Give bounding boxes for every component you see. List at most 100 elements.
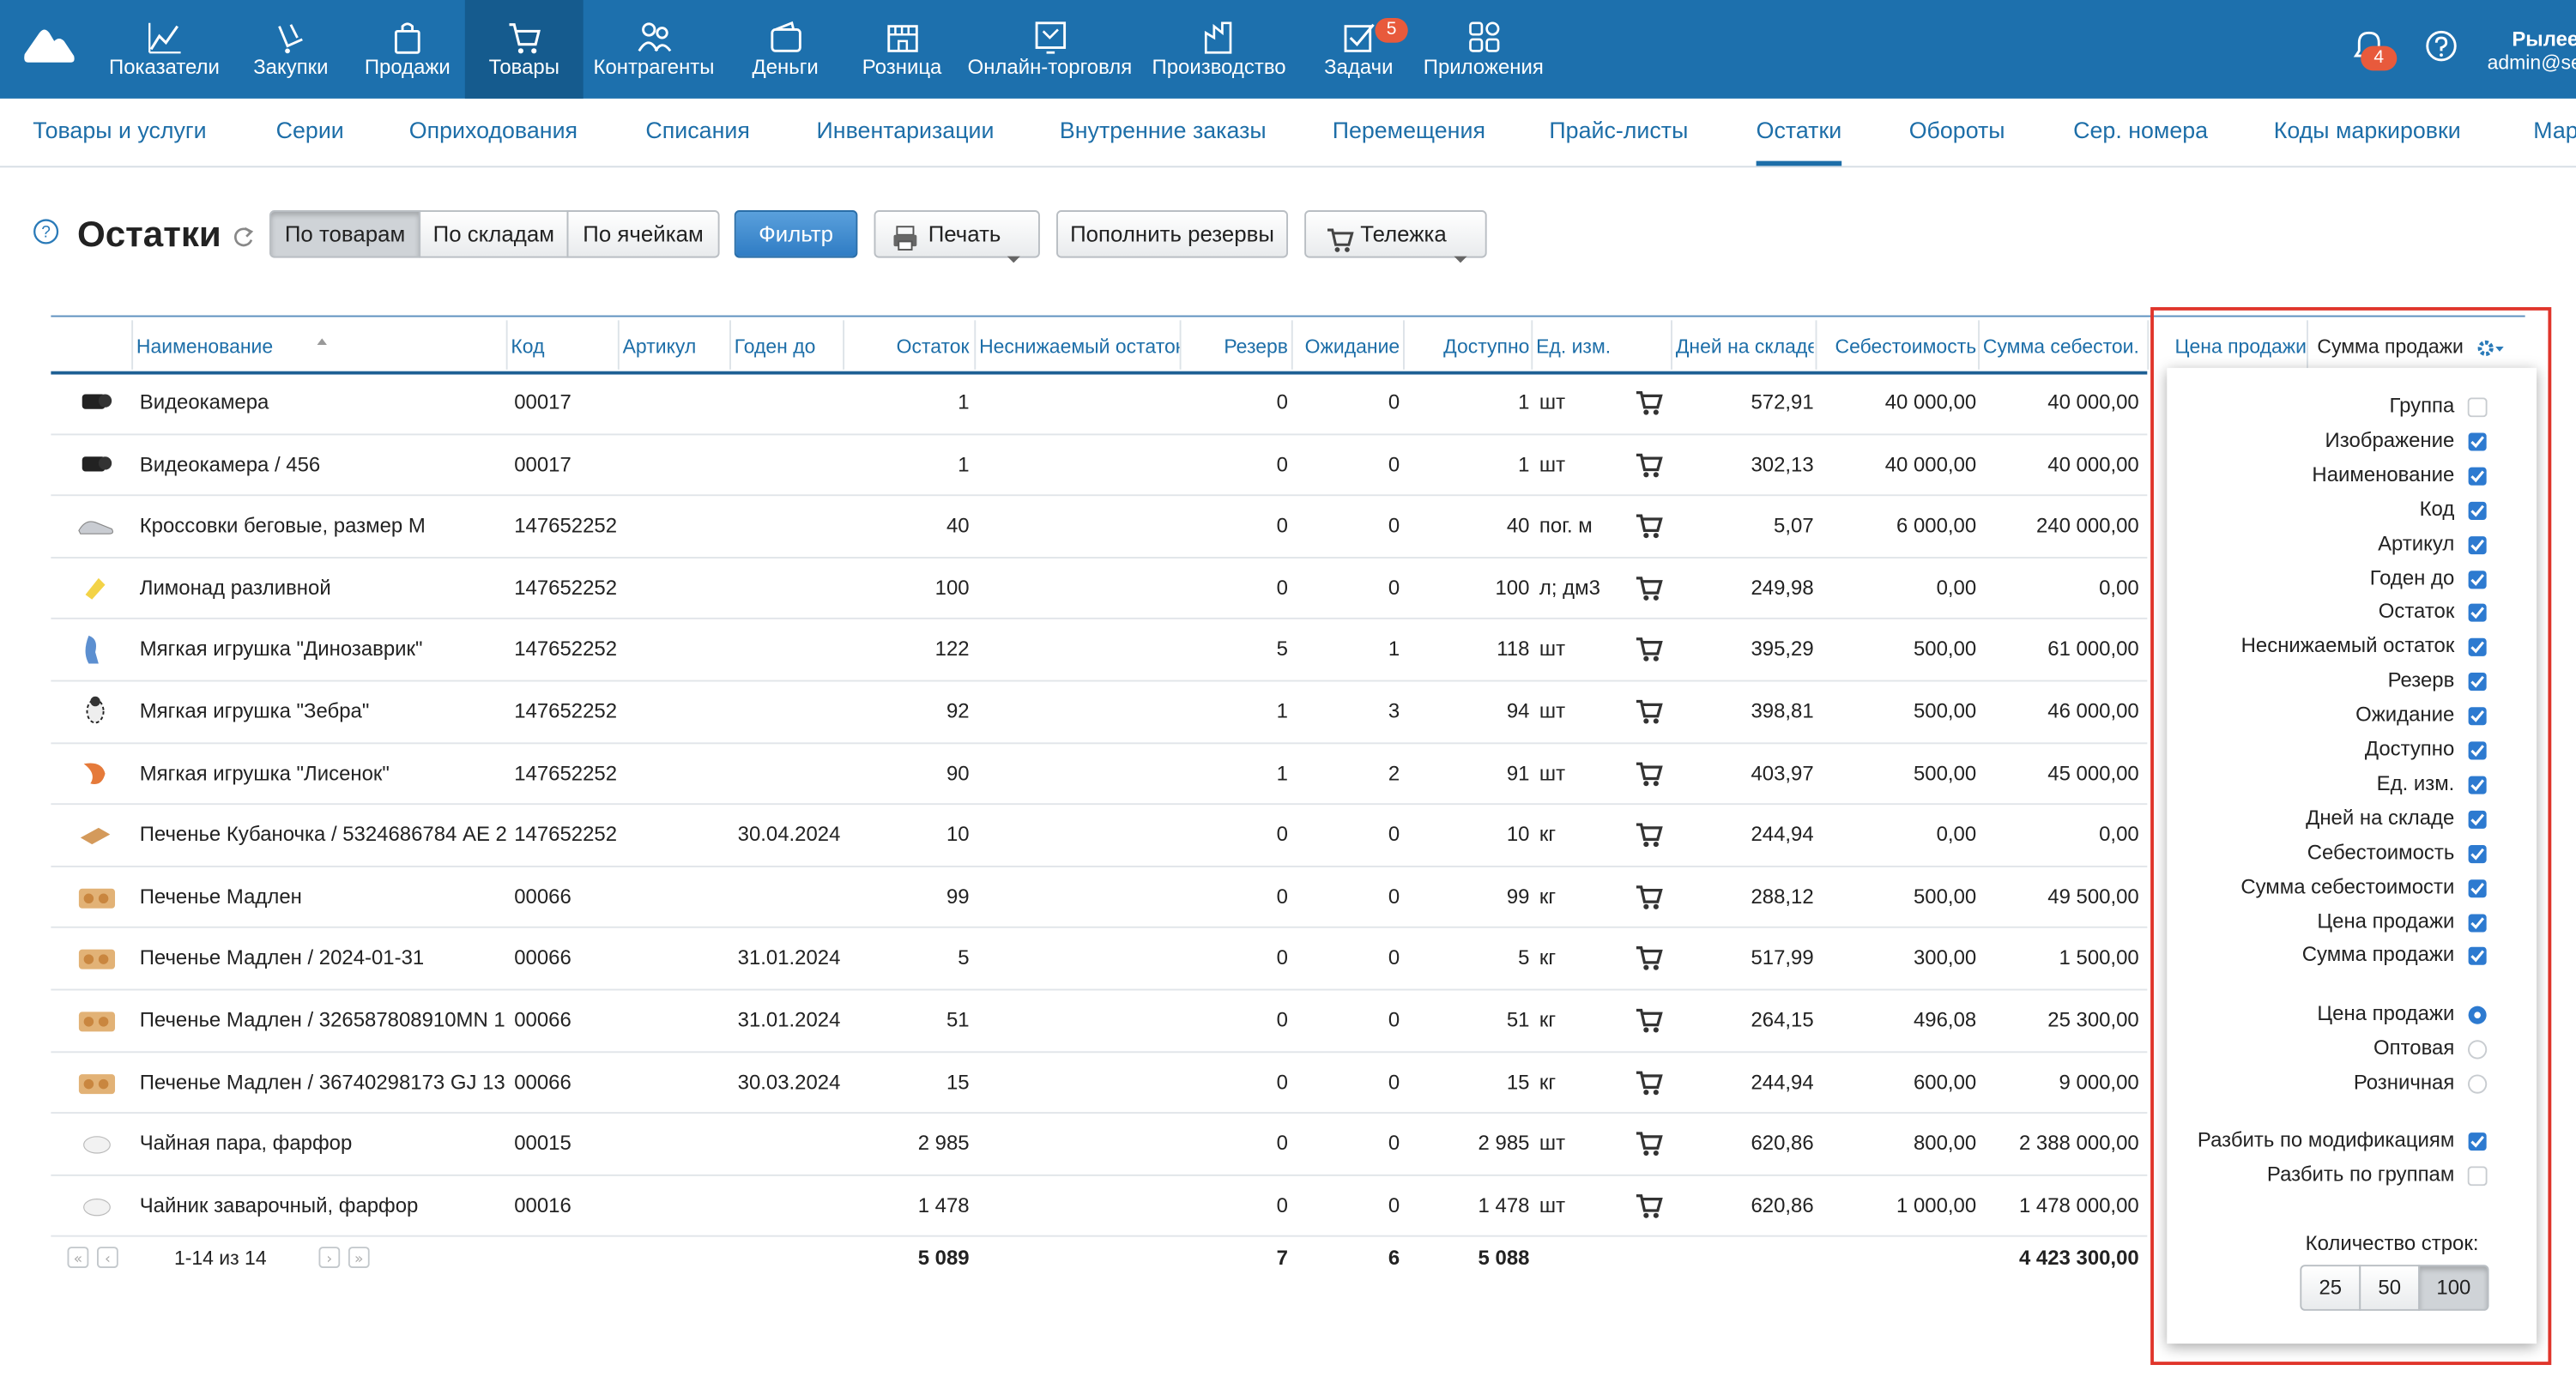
radio[interactable] bbox=[2468, 1006, 2488, 1030]
column-header[interactable]: Остаток bbox=[896, 335, 970, 359]
setting-label[interactable]: Резерв bbox=[2387, 668, 2455, 692]
column-header[interactable]: Годен до bbox=[734, 335, 816, 359]
logo[interactable] bbox=[23, 27, 76, 66]
user-name[interactable]: Рылеев bbox=[2512, 27, 2576, 51]
replenish-button[interactable]: Пополнить резервы bbox=[1056, 210, 1288, 258]
checkbox[interactable] bbox=[2468, 809, 2488, 834]
column-header[interactable]: Ожидание bbox=[1304, 335, 1400, 359]
add-to-cart[interactable] bbox=[1636, 637, 1665, 669]
column-header[interactable]: Резерв bbox=[1224, 335, 1288, 359]
nav-item[interactable]: Закупки bbox=[232, 0, 350, 99]
column-header[interactable]: Цена продажи bbox=[2174, 335, 2307, 359]
setting-label[interactable]: Дней на складе bbox=[2306, 806, 2455, 830]
setting-label[interactable]: Оптовая bbox=[2373, 1036, 2455, 1060]
checkbox[interactable] bbox=[2468, 706, 2488, 731]
column-header[interactable]: Сумма продажи bbox=[2317, 335, 2464, 359]
add-to-cart[interactable] bbox=[1636, 1007, 1665, 1040]
add-to-cart[interactable] bbox=[1636, 1069, 1665, 1102]
checkbox[interactable] bbox=[2468, 432, 2488, 456]
checkbox[interactable] bbox=[2468, 603, 2488, 628]
add-to-cart[interactable] bbox=[1636, 390, 1665, 422]
radio[interactable] bbox=[2468, 1074, 2488, 1099]
setting-label[interactable]: Доступно bbox=[2364, 737, 2455, 761]
nav-item[interactable]: Розница bbox=[843, 0, 961, 99]
checkbox[interactable] bbox=[2468, 843, 2488, 868]
view-button[interactable]: По товарам bbox=[269, 210, 421, 258]
setting-label[interactable]: Группа bbox=[2389, 394, 2455, 418]
nav-item[interactable]: Производство bbox=[1152, 0, 1286, 99]
setting-label[interactable]: Годен до bbox=[2369, 565, 2455, 589]
setting-label[interactable]: Код bbox=[2419, 497, 2455, 521]
add-to-cart[interactable] bbox=[1636, 884, 1665, 916]
checkbox[interactable] bbox=[2468, 913, 2488, 938]
checkbox[interactable] bbox=[2468, 740, 2488, 765]
column-header[interactable]: Сумма себестои... bbox=[1982, 335, 2139, 359]
view-button[interactable]: По складам bbox=[419, 210, 569, 258]
sub-nav-item[interactable]: Перемещения bbox=[1332, 116, 1485, 143]
setting-label[interactable]: Ед. изм. bbox=[2376, 771, 2455, 795]
setting-label[interactable]: Артикул bbox=[2378, 531, 2455, 555]
nav-item[interactable]: Товары bbox=[464, 0, 584, 99]
checkbox[interactable] bbox=[2468, 879, 2488, 903]
cart-button[interactable]: Тележка bbox=[1304, 210, 1487, 263]
setting-label[interactable]: Разбить по группам bbox=[2266, 1163, 2455, 1187]
print-button[interactable]: Печать bbox=[874, 210, 1040, 263]
add-to-cart[interactable] bbox=[1636, 1193, 1665, 1225]
checkbox[interactable] bbox=[2468, 534, 2488, 559]
sub-nav-item[interactable]: Мар bbox=[2533, 116, 2576, 143]
add-to-cart[interactable] bbox=[1636, 513, 1665, 546]
sub-nav-item[interactable]: Оприходования bbox=[408, 116, 578, 143]
setting-label[interactable]: Изображение bbox=[2325, 428, 2455, 452]
rows-option[interactable]: 50 bbox=[2359, 1265, 2421, 1311]
sub-nav-item[interactable]: Внутренние заказы bbox=[1059, 116, 1267, 143]
setting-label[interactable]: Сумма продажи bbox=[2301, 943, 2455, 967]
checkbox[interactable] bbox=[2467, 397, 2488, 422]
column-header[interactable]: Ед. изм. bbox=[1536, 335, 1612, 359]
column-header[interactable]: Неснижаемый остаток bbox=[979, 335, 1180, 359]
nav-item[interactable]: Деньги bbox=[726, 0, 844, 99]
add-to-cart[interactable] bbox=[1636, 575, 1665, 607]
radio[interactable] bbox=[2468, 1040, 2488, 1065]
checkbox[interactable] bbox=[2468, 466, 2488, 491]
setting-label[interactable]: Себестоимость bbox=[2307, 840, 2455, 864]
nav-item[interactable]: Приложения bbox=[1424, 0, 1544, 99]
add-to-cart[interactable] bbox=[1636, 451, 1665, 484]
column-header[interactable]: Себестоимость bbox=[1835, 335, 1977, 359]
sub-nav-item[interactable]: Инвентаризации bbox=[816, 116, 995, 143]
checkbox[interactable] bbox=[2468, 637, 2488, 662]
add-to-cart[interactable] bbox=[1636, 760, 1665, 793]
checkbox[interactable] bbox=[2468, 775, 2488, 800]
setting-label[interactable]: Цена продажи bbox=[2317, 1001, 2455, 1025]
rows-option[interactable]: 100 bbox=[2418, 1265, 2489, 1311]
setting-label[interactable]: Цена продажи bbox=[2317, 909, 2455, 933]
nav-item[interactable]: Онлайн-торговля bbox=[968, 0, 1132, 99]
column-header[interactable]: Наименование bbox=[136, 335, 274, 359]
view-button[interactable]: По ячейкам bbox=[566, 210, 720, 258]
setting-label[interactable]: Ожидание bbox=[2355, 703, 2455, 727]
column-header[interactable]: Код bbox=[511, 335, 545, 359]
column-header[interactable]: Дней на складе bbox=[1675, 335, 1814, 359]
sub-nav-item[interactable]: Списания bbox=[645, 116, 750, 143]
sub-nav-item[interactable]: Сер. номера bbox=[2073, 116, 2209, 143]
add-to-cart[interactable] bbox=[1636, 822, 1665, 855]
notification-badge[interactable]: 4 bbox=[2361, 45, 2398, 71]
add-to-cart[interactable] bbox=[1636, 1131, 1665, 1163]
setting-label[interactable]: Розничная bbox=[2353, 1071, 2455, 1095]
checkbox[interactable] bbox=[2468, 947, 2488, 972]
column-header[interactable]: Доступно bbox=[1443, 335, 1530, 359]
filter-button[interactable]: Фильтр bbox=[734, 210, 858, 258]
setting-label[interactable]: Сумма себестоимости bbox=[2240, 874, 2455, 898]
checkbox[interactable] bbox=[2467, 1166, 2488, 1191]
nav-item[interactable]: Задачи 5 bbox=[1299, 0, 1418, 99]
checkbox[interactable] bbox=[2468, 500, 2488, 525]
sub-nav-item[interactable]: Серии bbox=[275, 116, 344, 143]
checkbox[interactable] bbox=[2468, 672, 2488, 697]
add-to-cart[interactable] bbox=[1636, 945, 1665, 978]
setting-label[interactable]: Остаток bbox=[2378, 600, 2455, 624]
nav-item[interactable]: Продажи bbox=[348, 0, 467, 99]
sub-nav-item[interactable]: Обороты bbox=[1908, 116, 2005, 143]
sub-nav-item[interactable]: Прайс-листы bbox=[1549, 116, 1689, 143]
setting-label[interactable]: Неснижаемый остаток bbox=[2240, 634, 2455, 658]
sub-nav-item[interactable]: Коды маркировки bbox=[2273, 116, 2461, 143]
checkbox[interactable] bbox=[2468, 569, 2488, 594]
